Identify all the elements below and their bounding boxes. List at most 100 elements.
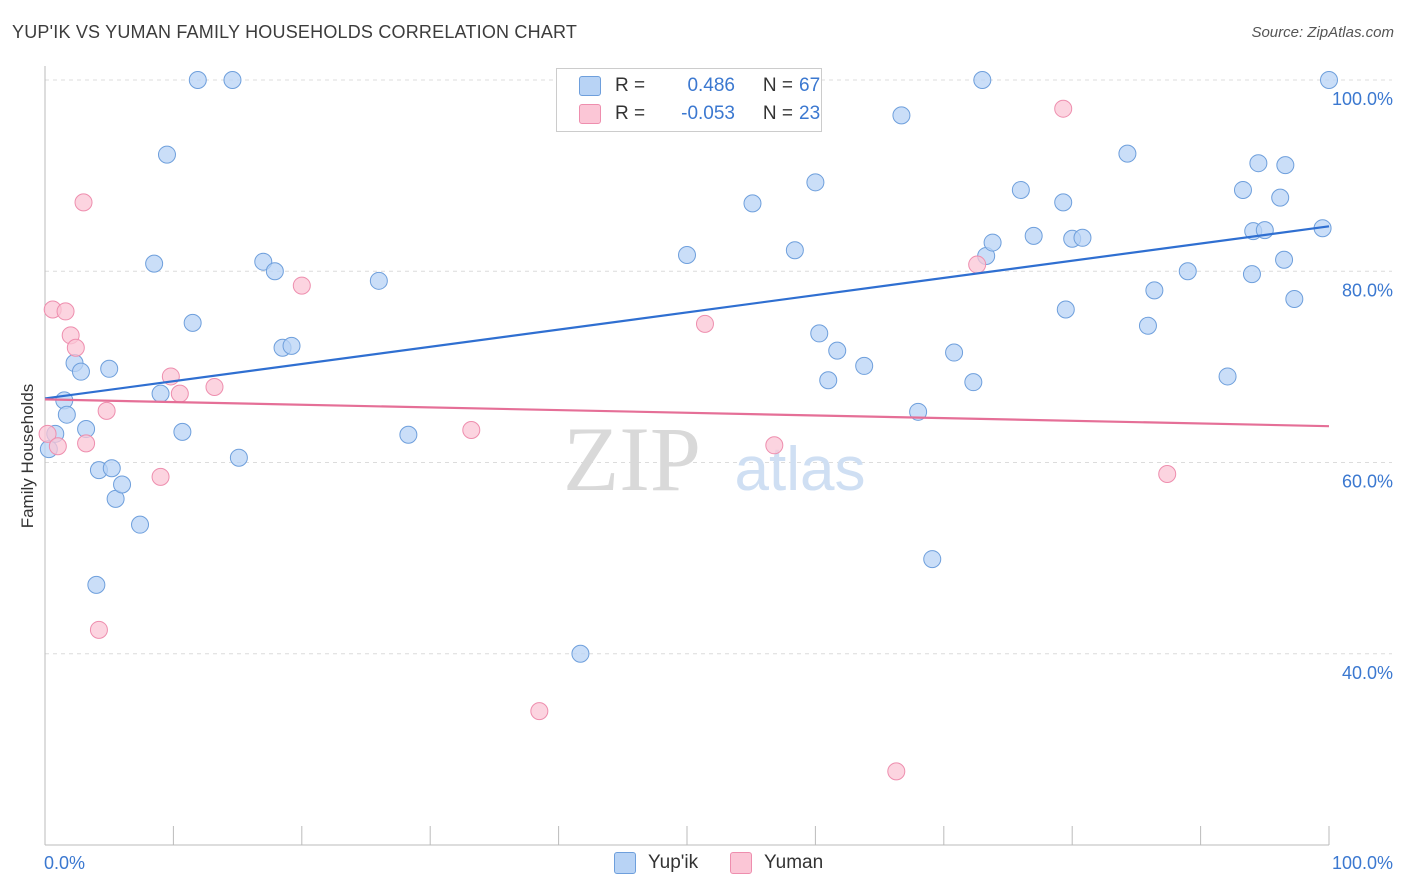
yupik-point — [983, 233, 1002, 252]
source-label: Source: ZipAtlas.com — [1251, 24, 1394, 41]
yupik-point — [909, 402, 928, 421]
yupik-point — [964, 373, 983, 392]
yupik-point — [157, 145, 176, 164]
yuman-point — [48, 437, 67, 456]
yuman-swatch — [579, 104, 601, 124]
yuman-r-value: -0.053 — [681, 103, 735, 124]
yuman-point — [968, 255, 987, 274]
yupik-point — [223, 71, 242, 89]
y-axis-label: Family Households — [18, 383, 37, 529]
y-tick-label: 100.0% — [1332, 89, 1393, 109]
yupik-point — [145, 254, 164, 273]
yupik-point — [828, 341, 847, 360]
trend-layer — [44, 225, 1330, 428]
yupik-point — [1233, 180, 1252, 199]
legend-item-yuman: Yuman — [730, 852, 823, 874]
r-label: R = — [615, 75, 646, 96]
tick-label-layer: 100.0% 80.0% 60.0% 40.0% 0.0% 100.0% — [44, 89, 1393, 873]
yupik-point — [1056, 300, 1075, 319]
yupik-point — [1320, 71, 1338, 89]
x-tick-label: 100.0% — [1332, 853, 1393, 873]
yuman-point — [97, 401, 116, 420]
yupik-point — [743, 194, 762, 213]
yupik-point — [1073, 228, 1092, 247]
yupik-point — [183, 313, 202, 332]
yupik-point — [102, 459, 121, 478]
n-label: N = — [762, 75, 793, 96]
yupik-point — [113, 475, 132, 494]
yuman-point — [1158, 464, 1177, 483]
y-tick-label: 60.0% — [1342, 472, 1393, 492]
yupik-point — [1011, 180, 1030, 199]
yuman-point — [530, 702, 549, 721]
yuman-point — [765, 436, 784, 455]
yupik-trend-line — [44, 225, 1330, 400]
yuman-n-value: 23 — [799, 103, 821, 124]
yupik-r-value: 0.486 — [687, 75, 735, 96]
yupik-point — [131, 515, 150, 534]
yuman-trend-line — [44, 398, 1330, 428]
yuman-point — [89, 620, 108, 639]
yupik-point — [100, 359, 119, 378]
yuman-point — [38, 424, 57, 443]
yupik-point — [369, 271, 388, 290]
legend-row-yuman: R = -0.053 N = 23 — [579, 103, 820, 125]
stats-legend: R = 0.486 N = 67 R = -0.053 N = 23 — [556, 68, 822, 132]
yuman-legend-label: Yuman — [764, 852, 824, 873]
yupik-legend-swatch — [614, 852, 636, 874]
grid-layer — [45, 79, 1392, 655]
yupik-point — [57, 405, 76, 424]
yuman-point — [205, 377, 224, 396]
watermark-atlas: atlas — [735, 435, 866, 504]
yupik-point — [1271, 188, 1290, 207]
yupik-point — [1242, 265, 1261, 284]
n-label: N = — [762, 103, 793, 124]
yuman-point — [462, 420, 481, 439]
watermark-zip: ZIP — [563, 408, 701, 510]
x-tick-label: 0.0% — [44, 853, 85, 873]
yupik-point — [1276, 156, 1295, 175]
yupik-point — [1054, 193, 1073, 212]
yuman-legend-swatch — [730, 852, 752, 874]
yupik-point — [87, 575, 106, 594]
yupik-point — [810, 324, 829, 343]
yupik-point — [151, 384, 170, 403]
yuman-point — [170, 384, 189, 403]
yupik-point — [1218, 367, 1237, 386]
yuman-point — [66, 338, 85, 357]
watermark: ZIP atlas — [563, 408, 865, 510]
yupik-swatch — [579, 76, 601, 96]
yupik-point — [1285, 289, 1304, 308]
yuman-point — [695, 314, 714, 333]
yupik-point — [678, 245, 696, 264]
yupik-point — [1275, 250, 1294, 269]
yuman-point — [887, 762, 906, 781]
yupik-point — [173, 422, 192, 441]
yuman-point — [1054, 99, 1073, 118]
yupik-point — [265, 262, 284, 281]
yupik-point — [923, 550, 942, 569]
yuman-point — [292, 276, 311, 295]
y-tick-label: 80.0% — [1342, 280, 1393, 300]
yupik-point — [1249, 154, 1268, 173]
yupik-point — [1024, 226, 1043, 245]
yupik-point — [282, 336, 301, 355]
yupik-point — [806, 173, 825, 192]
yuman-point — [151, 467, 170, 486]
yupik-point — [254, 252, 273, 271]
r-label: R = — [615, 103, 646, 124]
yupik-n-value: 67 — [799, 75, 821, 96]
legend-item-yupik: Yup'ik — [614, 852, 698, 874]
yupik-point — [1178, 262, 1197, 281]
chart-title: YUP'IK VS YUMAN FAMILY HOUSEHOLDS CORREL… — [12, 22, 578, 42]
yuman-point — [77, 434, 96, 453]
yupik-point — [1138, 316, 1157, 335]
yupik-point — [229, 448, 248, 467]
yupik-point — [973, 71, 992, 89]
points-layer — [38, 71, 1338, 781]
yupik-point — [71, 362, 90, 381]
legend-row-yupik: R = 0.486 N = 67 — [579, 75, 820, 97]
y-tick-label: 40.0% — [1342, 663, 1393, 683]
yupik-point — [945, 343, 964, 362]
